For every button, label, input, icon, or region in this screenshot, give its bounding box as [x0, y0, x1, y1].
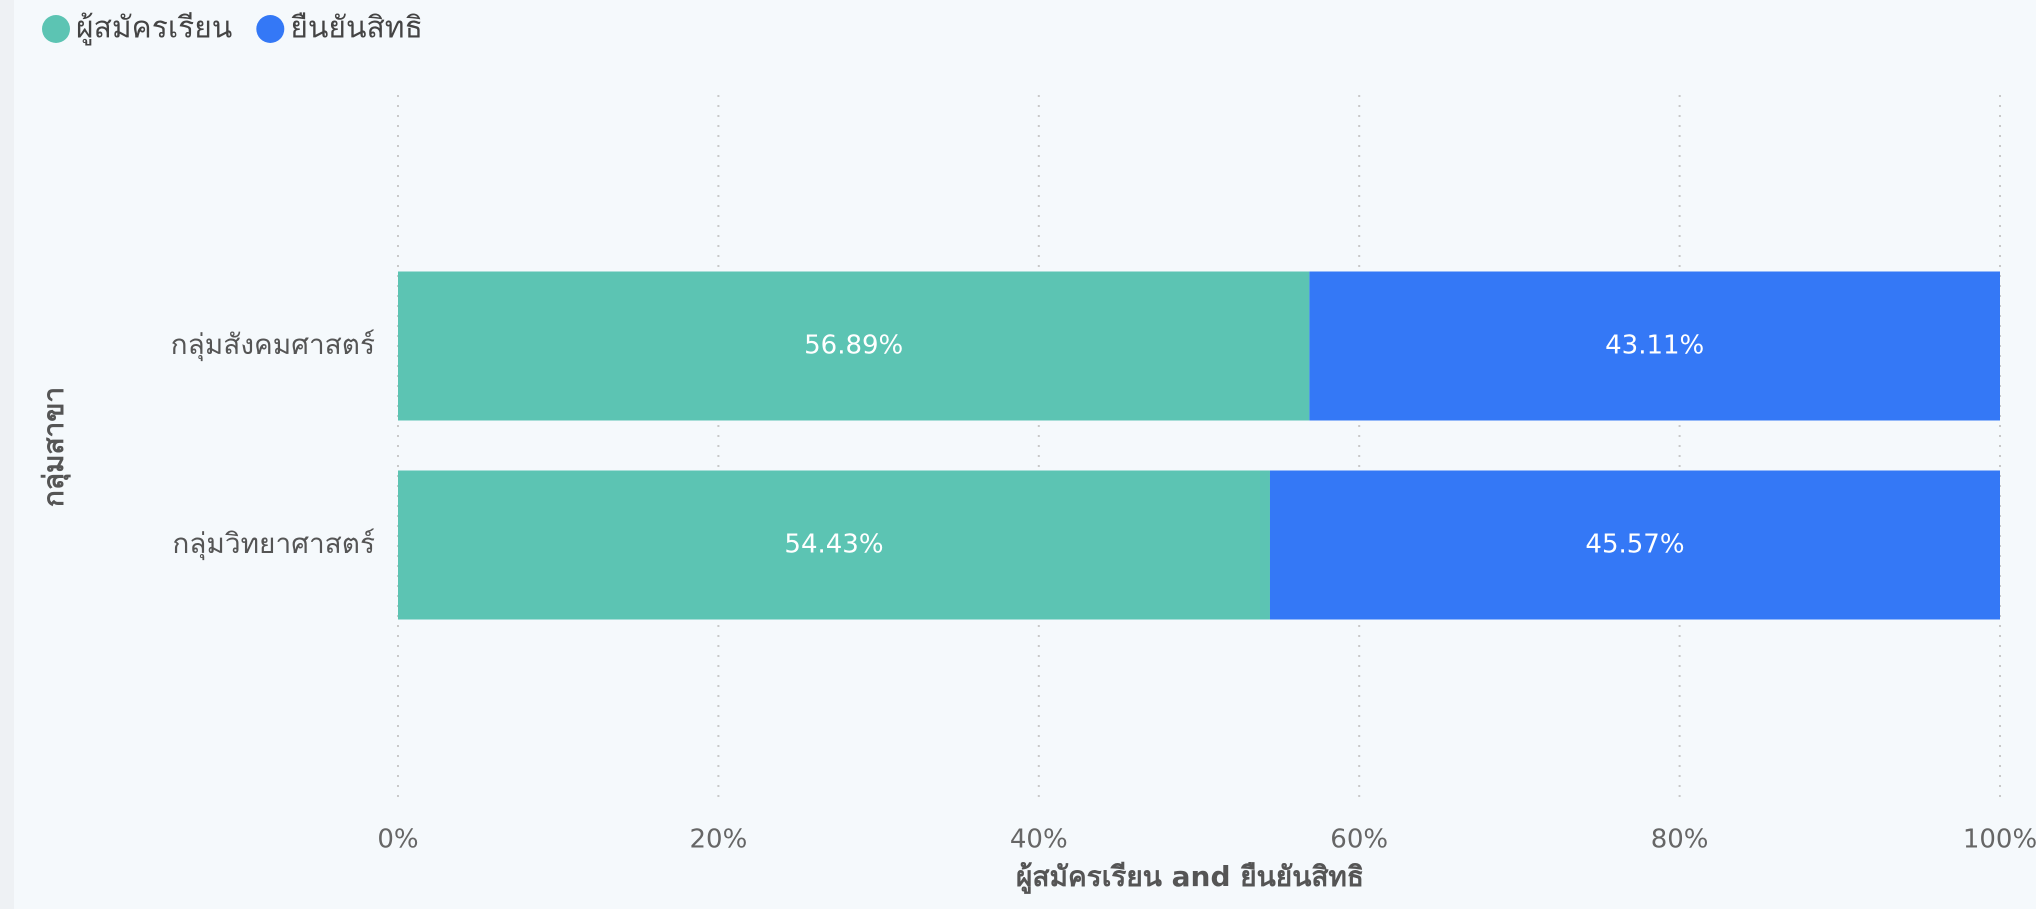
legend-marker — [42, 15, 70, 43]
data-label: 45.57% — [1585, 530, 1684, 560]
bar — [1309, 271, 2000, 421]
legend-label: ผู้สมัครเรียน — [76, 11, 232, 46]
y-tick-label: กลุ่มสังคมศาสตร์ — [171, 328, 375, 362]
bar — [398, 470, 1270, 620]
x-tick-label: 0% — [377, 825, 418, 855]
x-tick-label: 60% — [1330, 825, 1388, 855]
data-label: 43.11% — [1605, 331, 1704, 361]
x-tick-label: 100% — [1963, 825, 2036, 855]
x-tick-label: 20% — [690, 825, 748, 855]
y-axis-title: กลุ่มสาขา — [37, 387, 71, 507]
legend: ผู้สมัครเรียน ยืนยันสิทธิ — [42, 11, 423, 46]
legend-label: ยืนยันสิทธิ — [290, 11, 423, 46]
x-tick-label: 80% — [1651, 825, 1709, 855]
y-tick-label: กลุ่มวิทยาศาสตร์ — [172, 527, 375, 561]
x-tick-label: 40% — [1010, 825, 1068, 855]
data-label: 56.89% — [804, 331, 903, 361]
data-label: 54.43% — [784, 530, 883, 560]
legend-marker — [256, 15, 285, 43]
left-edge — [0, 0, 14, 909]
bar — [1269, 470, 2000, 620]
x-axis-title: ผู้สมัครเรียน and ยืนยันสิทธิ — [1016, 860, 1364, 894]
bar — [398, 271, 1310, 421]
